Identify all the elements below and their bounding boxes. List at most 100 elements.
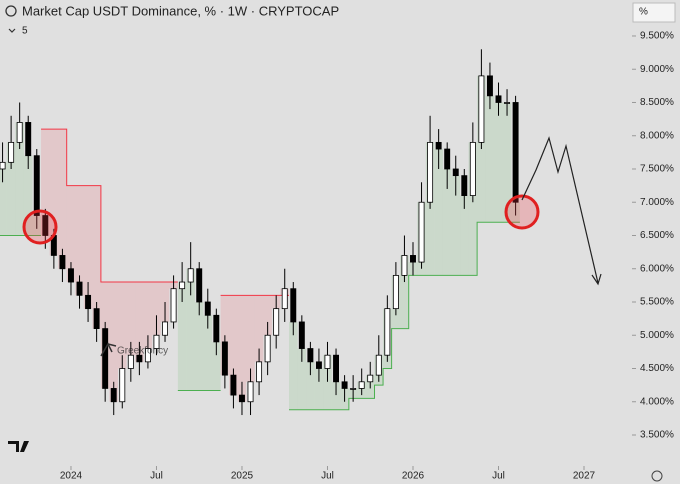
candle-body	[350, 388, 357, 390]
trend-fill	[297, 348, 307, 410]
trend-fill	[194, 301, 204, 391]
x-tick-label: Jul	[492, 471, 505, 482]
highlight-circle	[504, 194, 540, 230]
candle-body	[256, 361, 263, 383]
y-tick-label: 4.000%	[640, 396, 674, 407]
trend-fill	[126, 282, 136, 356]
trend-fill	[23, 155, 33, 236]
trend-fill	[0, 162, 7, 236]
watermark-icon	[100, 342, 117, 357]
trend-fill	[289, 321, 298, 410]
trend-fill	[485, 95, 495, 223]
candle-body	[127, 354, 134, 369]
trend-fill	[400, 255, 409, 329]
candle-body	[42, 215, 49, 236]
y-tick-label: 5.500%	[640, 297, 674, 308]
trend-fill	[502, 102, 512, 223]
candle-body	[333, 354, 339, 383]
highlight-circle	[22, 209, 58, 245]
collapse-icon[interactable]	[8, 28, 16, 33]
trend-fill	[314, 368, 324, 410]
y-tick-label: 8.500%	[640, 97, 674, 108]
candle-body	[102, 328, 109, 389]
y-tick-label: 9.500%	[640, 31, 674, 42]
candle-body	[504, 102, 511, 104]
trend-fill	[468, 142, 478, 276]
plot-area	[0, 49, 520, 416]
trend-line	[289, 221, 520, 411]
candle-body	[213, 314, 220, 343]
trend-fill	[135, 282, 144, 362]
y-tick-label: 7.500%	[640, 164, 674, 175]
candle-body	[469, 141, 476, 196]
projection-arrow	[521, 136, 602, 286]
candle-body	[273, 308, 280, 336]
trend-fill	[58, 129, 67, 269]
y-tick-label: 8.000%	[640, 130, 674, 141]
candle-body	[410, 255, 416, 263]
candle-body	[358, 381, 365, 389]
candle-body	[76, 281, 83, 296]
candle-body	[25, 122, 32, 157]
candle-body	[290, 288, 297, 323]
trend-fill	[177, 282, 187, 391]
settings-icon[interactable]	[651, 470, 663, 482]
chart-title: Market Cap USDT Dominance, % · 1W · CRYP…	[22, 3, 339, 18]
y-tick-label: 7.000%	[640, 197, 674, 208]
y-tick-label: 4.500%	[640, 363, 674, 374]
trend-fill	[92, 185, 101, 329]
trend-fill	[229, 295, 238, 396]
candle-body	[478, 75, 485, 143]
candle-body	[427, 141, 434, 203]
candle-body	[247, 381, 254, 403]
candle-body	[512, 102, 519, 203]
candle-body	[401, 255, 408, 276]
candle-body	[239, 394, 245, 403]
trend-fill	[237, 295, 247, 402]
y-tick-label: 5.000%	[640, 330, 674, 341]
trend-line	[41, 128, 178, 283]
candle-body	[136, 354, 143, 363]
candle-body	[367, 374, 374, 383]
trend-fill	[494, 102, 503, 223]
candle-body	[68, 268, 74, 283]
candle-body	[170, 288, 177, 323]
trend-fill	[49, 129, 59, 256]
candle-body	[204, 301, 211, 316]
candle-body	[93, 308, 100, 329]
y-tick-label: 6.500%	[640, 230, 674, 241]
candle-body	[85, 294, 92, 310]
trend-fill	[323, 355, 332, 410]
candle-body	[179, 281, 186, 290]
candle-body	[461, 175, 468, 196]
candle-body	[324, 354, 331, 369]
candle-body	[144, 348, 151, 363]
candle-body	[315, 361, 322, 369]
candle-body	[452, 168, 459, 177]
trend-fill	[143, 282, 153, 349]
candle-body	[59, 255, 66, 270]
trend-fill	[152, 282, 161, 336]
candle-body	[8, 141, 15, 163]
candle-body	[264, 334, 271, 363]
candle-body	[375, 354, 382, 376]
tv-logo	[8, 441, 29, 452]
candle-body	[110, 388, 117, 403]
candle-body	[16, 122, 23, 143]
candle-body	[418, 201, 425, 263]
trend-fill	[306, 361, 315, 410]
trend-fill	[186, 268, 195, 391]
trend-fill	[246, 295, 255, 382]
x-tick-label: 2025	[231, 471, 254, 482]
unit-box[interactable]	[632, 2, 676, 23]
trend-fill	[451, 175, 461, 276]
indicator-label: 5	[22, 26, 28, 37]
candle-body	[435, 141, 442, 150]
x-tick-label: 2024	[60, 471, 83, 482]
trend-fill	[41, 129, 50, 236]
candle-body	[0, 161, 6, 170]
trend-fill	[220, 295, 230, 376]
y-tick-label: 9.000%	[640, 64, 674, 75]
